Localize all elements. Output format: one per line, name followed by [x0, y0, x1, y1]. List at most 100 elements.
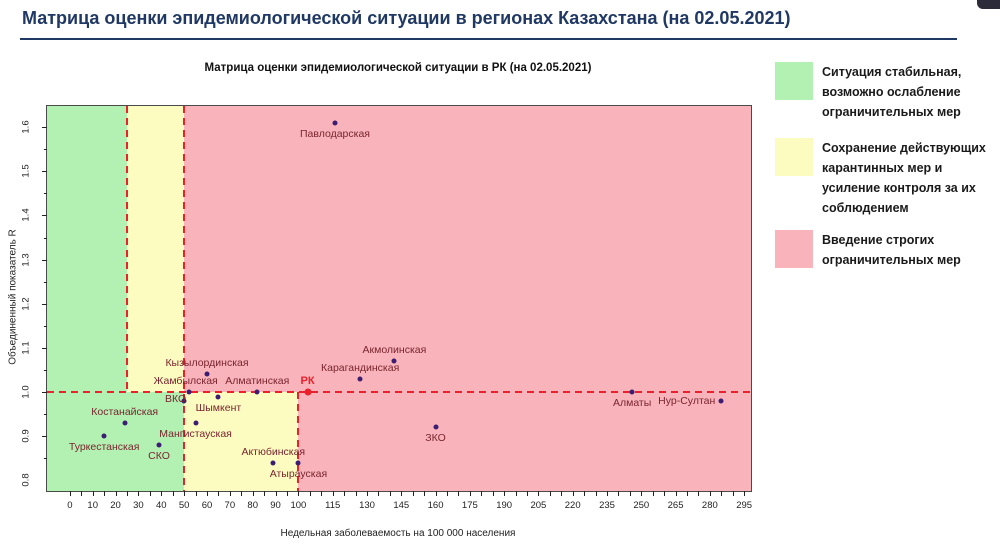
x-tick: [355, 491, 357, 496]
x-tick-label: 280: [701, 500, 718, 511]
x-tick-label: 90: [270, 500, 281, 511]
y-tick-label: 0.9: [20, 429, 32, 443]
y-tick: [42, 127, 47, 129]
x-tick: [504, 491, 506, 496]
x-tick-label: 220: [564, 500, 581, 511]
x-tick: [115, 491, 117, 496]
x-tick: [744, 491, 746, 496]
y-tick: [42, 436, 47, 438]
x-tick-label: 295: [736, 500, 753, 511]
data-point-ЗКО: [433, 424, 439, 430]
data-point-Туркестанская: [101, 433, 107, 439]
data-point-Мангистауская: [193, 420, 199, 426]
x-tick: [264, 491, 266, 496]
x-tick: [92, 491, 94, 496]
x-tick: [252, 491, 254, 496]
x-tick-label: 40: [155, 500, 167, 511]
x-tick: [709, 491, 711, 496]
x-tick-label: 70: [224, 500, 236, 511]
page-title: Матрица оценки эпидемиологической ситуац…: [22, 8, 791, 28]
y-tick: [44, 193, 47, 195]
x-tick: [321, 491, 323, 496]
threshold-line-v-25: [126, 106, 128, 393]
legend-item-text: Ситуация стабильная, возможно ослабление о…: [822, 65, 962, 119]
y-tick: [42, 347, 47, 349]
x-tick: [584, 491, 586, 496]
x-tick-label: 80: [247, 500, 258, 511]
legend-item-2: Введение строгих ограничительных мер: [775, 230, 961, 270]
y-tick-label: 1.4: [20, 208, 32, 223]
legend-color-swatch: [775, 230, 813, 268]
point-label-ВКО: ВКО: [164, 392, 187, 405]
x-tick: [401, 491, 403, 496]
x-tick: [652, 491, 654, 496]
x-tick: [104, 491, 106, 496]
x-tick: [572, 491, 574, 496]
data-point-Жамбылская: [186, 389, 192, 395]
corner-mark: [977, 0, 1000, 9]
point-label-РК: РК: [300, 375, 315, 388]
y-tick-label: 1.0: [20, 385, 32, 399]
x-tick: [595, 491, 597, 496]
x-tick: [698, 491, 700, 496]
threshold-line-v-50: [183, 106, 186, 491]
data-point-Актюбинская: [270, 460, 276, 466]
x-tick: [412, 491, 414, 496]
x-tick: [184, 491, 186, 496]
zone-red-upper: [184, 106, 751, 393]
point-label-Туркестанская: Туркестанская: [68, 441, 140, 454]
x-tick: [127, 491, 128, 496]
point-label-Шымкент: Шымкент: [195, 401, 242, 414]
y-tick: [44, 414, 47, 416]
y-tick: [44, 237, 47, 239]
x-tick-label: 265: [667, 500, 684, 511]
x-tick: [732, 491, 734, 496]
x-tick-label: 50: [178, 500, 190, 511]
point-label-Нур-Султан: Нур-Султан: [658, 394, 716, 407]
point-label-Алматинская: Алматинская: [225, 375, 290, 388]
y-tick-label: 1.1: [20, 341, 32, 355]
zone-yellow-upper: [127, 106, 185, 393]
zone-yellow-lower: [184, 392, 299, 491]
point-label-Кызылординская: Кызылординская: [165, 357, 249, 370]
y-tick-label: 0.8: [20, 473, 32, 487]
point-label-Акмолинская: Акмолинская: [362, 344, 427, 357]
y-tick: [42, 303, 47, 305]
legend-color-swatch: [775, 62, 813, 100]
y-tick: [42, 259, 47, 261]
legend-item-text: Введение строгих ограничительных мер: [822, 233, 961, 267]
zone-red-lower: [298, 392, 751, 491]
x-tick-label: 60: [201, 500, 213, 511]
y-tick: [42, 392, 47, 394]
x-tick-label: 250: [633, 500, 650, 511]
x-tick: [492, 491, 494, 496]
point-label-СКО: СКО: [148, 450, 170, 463]
x-tick: [641, 491, 643, 496]
data-point-Акмолинская: [391, 358, 397, 364]
x-tick: [81, 491, 83, 496]
data-point-РК: [304, 388, 312, 396]
point-label-Костанайская: Костанайская: [91, 406, 159, 418]
point-label-Актюбинская: Актюбинская: [241, 445, 306, 458]
x-tick-label: 130: [359, 500, 375, 511]
data-point-ВКО: [181, 398, 187, 404]
x-tick: [435, 491, 437, 496]
data-point-Карагандинская: [357, 376, 363, 382]
x-tick-label: 205: [530, 500, 547, 511]
data-point-Кызылординская: [204, 371, 210, 377]
x-tick: [618, 491, 620, 496]
x-tick: [367, 491, 368, 496]
point-label-Алматы: Алматы: [612, 397, 652, 410]
y-tick-label: 1.6: [20, 120, 32, 134]
x-tick: [332, 491, 334, 496]
plot-area: 0 10 20 30 40 50 60 70 80 90 100 115 130 145 160 175 190…: [21, 105, 752, 511]
x-tick: [721, 491, 723, 496]
x-tick: [515, 491, 517, 496]
x-tick: [538, 491, 540, 496]
data-point-Алматы: [629, 389, 635, 395]
point-label-Жамбылская: Жамбылская: [153, 375, 218, 388]
title-underline: [20, 38, 957, 40]
